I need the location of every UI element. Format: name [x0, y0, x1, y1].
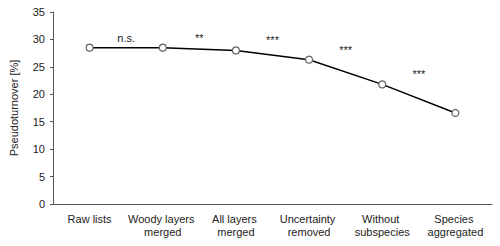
svg-text:**: ** [195, 32, 204, 44]
svg-text:subspecies: subspecies [355, 226, 411, 238]
svg-text:35: 35 [33, 6, 45, 18]
svg-text:***: *** [266, 34, 280, 46]
svg-text:***: *** [412, 68, 426, 80]
svg-text:Uncertainty: Uncertainty [280, 213, 339, 225]
svg-text:20: 20 [33, 88, 45, 100]
svg-text:merged: merged [217, 226, 254, 238]
svg-text:25: 25 [33, 61, 45, 73]
svg-text:aggregated: aggregated [428, 226, 484, 238]
svg-text:Pseudoturnover [%]: Pseudoturnover [%] [8, 60, 20, 157]
svg-text:30: 30 [33, 33, 45, 45]
svg-text:0: 0 [39, 198, 45, 210]
svg-text:Raw lists: Raw lists [68, 213, 113, 225]
svg-text:All layers: All layers [212, 213, 260, 225]
svg-text:***: *** [339, 44, 353, 56]
svg-text:Woody layers: Woody layers [128, 213, 198, 225]
svg-text:n.s.: n.s. [117, 32, 135, 44]
svg-text:5: 5 [39, 171, 45, 183]
svg-text:15: 15 [33, 116, 45, 128]
svg-text:removed: removed [288, 226, 331, 238]
svg-text:Species: Species [434, 213, 476, 225]
svg-text:merged: merged [144, 226, 181, 238]
svg-text:10: 10 [33, 143, 45, 155]
svg-text:Without: Without [362, 213, 402, 225]
